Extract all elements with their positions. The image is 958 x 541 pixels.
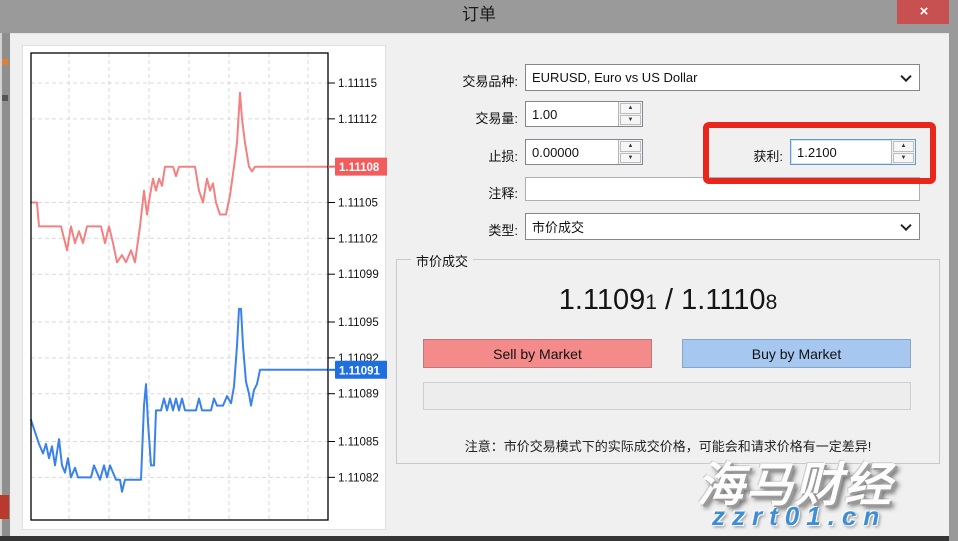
type-value: 市价成交 xyxy=(532,220,585,235)
strip-icon-dark xyxy=(2,95,8,101)
stop-loss-label: 止损: xyxy=(488,149,518,164)
svg-text:1.11108: 1.11108 xyxy=(339,162,380,174)
svg-text:1.11085: 1.11085 xyxy=(338,437,379,449)
svg-text:1.11091: 1.11091 xyxy=(339,365,381,377)
slippage-note: 注意：市价交易模式下的实际成交价格，可能会和请求价格有一定差异! xyxy=(464,439,872,454)
svg-text:1.11115: 1.11115 xyxy=(338,78,377,90)
symbol-select[interactable]: EURUSD, Euro vs US Dollar xyxy=(525,64,920,91)
ask-price-main: 1.1110 xyxy=(681,284,766,316)
window-title: 订单 xyxy=(462,5,496,24)
strip-highlight xyxy=(0,33,2,541)
spin-down-icon[interactable]: ▼ xyxy=(620,152,641,163)
svg-text:1.11105: 1.11105 xyxy=(338,198,378,210)
svg-text:1.11089: 1.11089 xyxy=(338,389,379,401)
stop-loss-value: 0.00000 xyxy=(532,144,579,160)
spin-up-icon[interactable]: ▲ xyxy=(620,141,641,152)
bid-ask-price: 1.11091 / 1.11108 xyxy=(397,284,939,317)
take-profit-spinner: ▲ ▼ xyxy=(891,140,915,164)
spin-down-icon[interactable]: ▼ xyxy=(893,152,914,163)
spin-up-icon[interactable]: ▲ xyxy=(620,103,641,114)
take-profit-stepper[interactable]: 1.2100 ▲ ▼ xyxy=(790,139,916,165)
svg-text:1.11095: 1.11095 xyxy=(338,317,379,329)
svg-text:1.11082: 1.11082 xyxy=(338,472,379,484)
volume-label: 交易量: xyxy=(475,111,518,126)
comment-label: 注释: xyxy=(488,186,518,201)
type-select[interactable]: 市价成交 xyxy=(525,213,920,240)
order-result-box xyxy=(423,382,911,410)
type-label: 类型: xyxy=(488,223,518,238)
take-profit-label: 获利: xyxy=(753,149,783,164)
bid-price-last-digit: 1 xyxy=(645,291,657,314)
strip-icon-orange xyxy=(2,59,8,65)
ask-price-last-digit: 8 xyxy=(765,291,778,314)
group-label: 市价成交 xyxy=(411,251,474,270)
screen-right-edge xyxy=(949,0,958,541)
tick-chart-panel: 1.11115 1.11112 1.11105 1.11102 1.11099 1.110… xyxy=(22,45,387,530)
symbol-value: EURUSD, Euro vs US Dollar xyxy=(532,70,698,85)
spin-down-icon[interactable]: ▼ xyxy=(620,114,641,125)
volume-stepper[interactable]: 1.00 ▲ ▼ xyxy=(525,101,643,127)
symbol-label: 交易品种: xyxy=(462,74,518,89)
svg-text:1.11112: 1.11112 xyxy=(338,114,377,126)
strip-red-block xyxy=(0,495,9,519)
chevron-down-icon xyxy=(900,70,912,82)
screen-bottom-edge xyxy=(0,536,958,541)
svg-text:1.11102: 1.11102 xyxy=(338,233,378,245)
svg-text:1.11099: 1.11099 xyxy=(338,269,379,281)
close-button[interactable]: × xyxy=(897,0,951,24)
take-profit-value: 1.2100 xyxy=(797,144,837,160)
chevron-down-icon xyxy=(900,219,912,231)
sell-by-market-button[interactable]: Sell by Market xyxy=(423,339,652,368)
stop-loss-stepper[interactable]: 0.00000 ▲ ▼ xyxy=(525,139,643,165)
market-execution-group: 市价成交 1.11091 / 1.11108 Sell by Market Bu… xyxy=(396,251,940,464)
background-app-strip xyxy=(0,33,10,541)
close-icon: × xyxy=(919,3,929,20)
volume-spinner: ▲ ▼ xyxy=(618,102,642,126)
window-titlebar: 订单 xyxy=(0,0,958,33)
comment-input[interactable] xyxy=(525,177,920,201)
bid-price-main: 1.1109 xyxy=(558,284,646,316)
buy-by-market-button[interactable]: Buy by Market xyxy=(682,339,911,368)
price-separator: / xyxy=(656,284,682,316)
volume-value: 1.00 xyxy=(532,106,558,122)
tick-chart: 1.11115 1.11112 1.11105 1.11102 1.11099 1.110… xyxy=(30,52,387,521)
spin-up-icon[interactable]: ▲ xyxy=(893,141,914,152)
stop-loss-spinner: ▲ ▼ xyxy=(618,140,642,164)
